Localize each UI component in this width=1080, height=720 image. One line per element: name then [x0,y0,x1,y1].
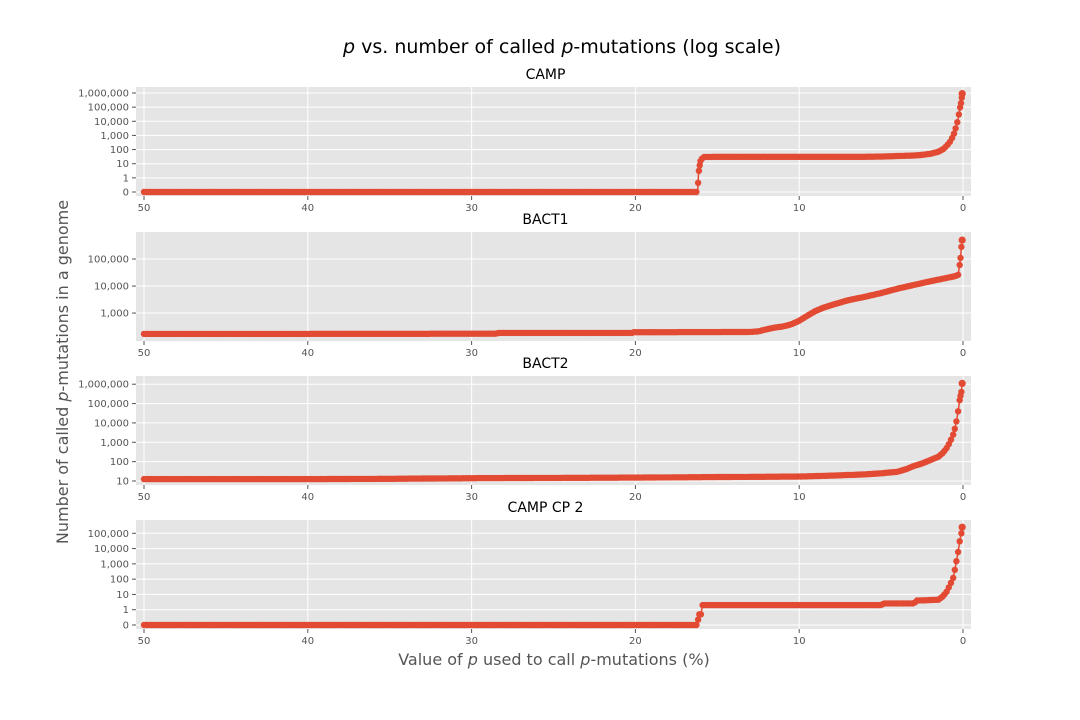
data-point [947,436,955,443]
y-tick-label: 100 [110,457,129,468]
data-point [951,425,958,432]
x-tick-label: 30 [465,492,478,503]
data-point [953,418,960,425]
data-point [954,408,962,415]
data-point [957,254,964,262]
data-point [956,538,963,545]
x-tick-label: 40 [301,348,314,359]
y-tick-label: 100 [110,575,129,586]
y-tick-label: 1,000,000 [78,89,129,100]
y-tick-label: 1 [123,173,129,184]
y-tick-label: 1,000 [100,559,129,570]
data-point [693,621,700,629]
data-point [695,167,703,174]
data-point [956,261,963,269]
y-tick-label: 100,000 [88,399,129,410]
data-point [958,530,965,537]
x-tick-label: 20 [629,492,642,503]
subplot-title: CAMP CP 2 [508,500,584,516]
data-point [958,523,966,531]
subplots: 50 40 30 20 10 001101001,00010,000100,0001,00… [78,67,971,647]
subplot-1: 50 40 30 20 10 001101001,00010,000100,0001,00… [78,67,971,214]
x-axis-label: Value of p used to call p-mutations (%) [398,650,710,669]
figure-title: p vs. number of called p-mutations (log … [342,36,781,58]
x-tick-label: 40 [301,636,314,647]
x-tick-label: 20 [629,636,642,647]
plot-area [136,87,971,196]
data-point [957,99,965,107]
x-tick-label: 10 [793,492,806,503]
subplot-4: 50 40 30 20 10 001101001,00010,000100,000CAMP… [88,500,971,647]
x-tick-label: 40 [301,203,314,214]
data-point [947,579,955,586]
x-tick-label: 0 [960,348,966,359]
subplot-title: BACT1 [522,212,568,228]
y-tick-label: 100,000 [88,103,129,114]
y-tick-label: 10,000 [94,282,129,293]
subplot-title: BACT2 [522,356,568,372]
y-tick-label: 10 [116,477,129,488]
y-tick-label: 1,000,000 [78,380,129,391]
x-tick-label: 30 [465,203,478,214]
y-tick-label: 10,000 [94,117,129,128]
y-tick-label: 100 [110,145,129,156]
data-point [951,566,958,574]
x-tick-label: 20 [629,348,642,359]
data-point [950,130,958,137]
y-tick-label: 1,000 [100,309,129,320]
x-tick-label: 0 [960,636,966,647]
data-point [958,243,965,251]
x-tick-label: 50 [138,203,151,214]
x-tick-label: 50 [138,636,151,647]
data-point [694,616,702,623]
subplot-title: CAMP [526,67,566,83]
data-point [958,90,966,98]
y-tick-label: 0 [123,621,129,632]
data-point [954,548,962,556]
y-tick-label: 0 [123,188,129,199]
x-tick-label: 10 [793,636,806,647]
data-point [694,179,702,186]
data-point [953,558,960,565]
x-tick-label: 0 [960,203,966,214]
y-tick-label: 1,000 [100,438,129,449]
data-point [954,271,962,278]
data-point [958,379,966,388]
y-tick-label: 100,000 [88,255,129,266]
data-point [950,431,957,438]
data-point [958,388,965,396]
x-tick-label: 10 [793,348,806,359]
y-tick-label: 10 [116,590,129,601]
data-point [950,574,957,582]
x-tick-label: 50 [138,348,151,359]
y-tick-label: 1,000 [100,131,129,142]
data-point [693,188,700,196]
subplot-2: 50 40 30 20 10 0 1,000 10,000 100,000 BACT1 [88,212,971,359]
y-tick-label: 100,000 [88,529,129,540]
data-point [954,119,961,126]
y-tick-label: 10,000 [94,544,129,555]
data-point [697,611,705,618]
y-tick-label: 10,000 [94,418,129,429]
data-point [955,111,963,118]
subplot-3: 50 40 30 20 10 0101001,00010,000100,0001,000,… [78,356,971,503]
data-point [958,236,966,244]
x-tick-label: 10 [793,203,806,214]
y-tick-label: 10 [116,159,129,170]
plot-area [136,520,971,629]
x-tick-label: 30 [465,636,478,647]
x-tick-label: 40 [301,492,314,503]
plot-area [136,376,971,485]
x-tick-label: 20 [629,203,642,214]
x-tick-label: 50 [138,492,151,503]
y-tick-label: 1 [123,605,129,616]
y-axis-label: Number of called p-mutations in a genome [53,200,72,544]
data-point [952,125,959,132]
x-tick-label: 0 [960,492,966,503]
x-tick-label: 30 [465,348,478,359]
